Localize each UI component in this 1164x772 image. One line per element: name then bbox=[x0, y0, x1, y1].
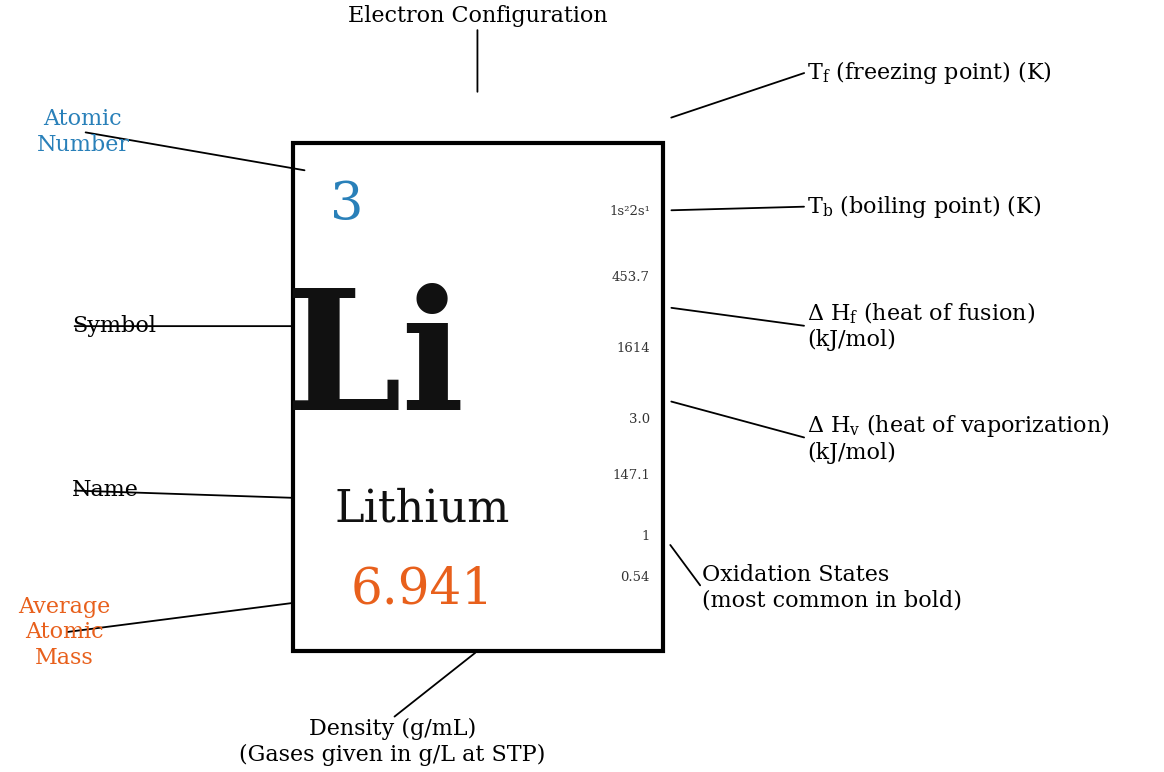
Text: 0.54: 0.54 bbox=[620, 571, 650, 584]
Text: Δ $\mathregular{H_f}$ (heat of fusion)
(kJ/mol): Δ $\mathregular{H_f}$ (heat of fusion) (… bbox=[807, 301, 1035, 351]
Text: 147.1: 147.1 bbox=[612, 469, 650, 482]
Text: $\mathregular{T_f}$ (freezing point) (K): $\mathregular{T_f}$ (freezing point) (K) bbox=[807, 59, 1052, 86]
Bar bbox=[293, 143, 663, 651]
Text: $\mathregular{T_b}$ (boiling point) (K): $\mathregular{T_b}$ (boiling point) (K) bbox=[807, 193, 1041, 220]
Text: 1: 1 bbox=[641, 530, 650, 543]
Text: 6.941: 6.941 bbox=[350, 565, 494, 615]
Text: Density (g/mL)
(Gases given in g/L at STP): Density (g/mL) (Gases given in g/L at ST… bbox=[239, 718, 546, 766]
Text: Name: Name bbox=[72, 479, 139, 502]
Text: Electron Configuration: Electron Configuration bbox=[348, 5, 608, 27]
Text: Average
Atomic
Mass: Average Atomic Mass bbox=[17, 596, 111, 669]
Text: Δ $\mathregular{H_v}$ (heat of vaporization)
(kJ/mol): Δ $\mathregular{H_v}$ (heat of vaporizat… bbox=[807, 412, 1109, 465]
Text: Atomic
Number: Atomic Number bbox=[36, 108, 129, 156]
Text: 453.7: 453.7 bbox=[612, 271, 650, 284]
Text: 1s²2s¹: 1s²2s¹ bbox=[609, 205, 650, 218]
Text: 3: 3 bbox=[329, 178, 363, 229]
Text: Oxidation States
(most common in bold): Oxidation States (most common in bold) bbox=[702, 564, 961, 611]
Text: Lithium: Lithium bbox=[335, 487, 510, 530]
Text: 1614: 1614 bbox=[616, 342, 650, 355]
Text: Symbol: Symbol bbox=[72, 315, 156, 337]
Text: 3.0: 3.0 bbox=[629, 414, 650, 426]
Text: Li: Li bbox=[284, 283, 464, 445]
